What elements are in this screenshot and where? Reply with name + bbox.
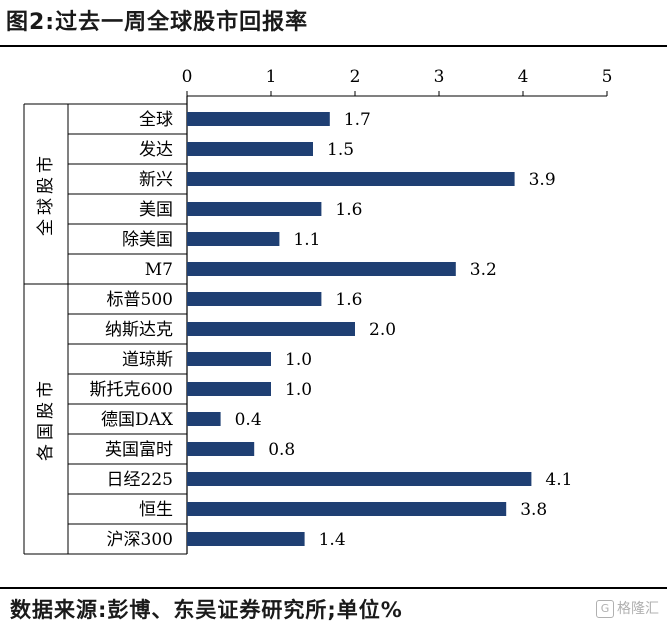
value-label: 0.4 xyxy=(235,410,262,430)
category-label: 日经225 xyxy=(107,470,173,490)
bar xyxy=(187,502,507,516)
category-label: 纳斯达克 xyxy=(105,320,173,340)
value-label: 1.7 xyxy=(344,110,371,130)
value-label: 3.2 xyxy=(470,260,497,280)
category-label: 标普500 xyxy=(107,290,173,310)
bottom-rule xyxy=(0,587,667,589)
x-tick-label: 5 xyxy=(602,67,613,87)
category-label: 新兴 xyxy=(139,170,173,190)
group-label: 各国股市 xyxy=(36,377,56,461)
category-label: 斯托克600 xyxy=(90,380,173,400)
category-label: 除美国 xyxy=(122,230,173,250)
bar xyxy=(187,322,355,336)
category-label: 沪深300 xyxy=(107,530,173,550)
x-tick-label: 0 xyxy=(182,67,193,87)
x-tick-label: 1 xyxy=(266,67,277,87)
watermark: G 格隆汇 xyxy=(596,598,659,618)
bar xyxy=(187,412,221,426)
value-label: 1.6 xyxy=(335,200,362,220)
category-label: 英国富时 xyxy=(105,440,173,460)
bar xyxy=(187,472,532,486)
value-label: 3.9 xyxy=(529,170,556,190)
value-label: 1.5 xyxy=(327,140,354,160)
bar xyxy=(187,202,322,216)
bar xyxy=(187,352,271,366)
top-rule xyxy=(0,45,667,47)
x-tick-label: 3 xyxy=(434,67,445,87)
category-label: 全球 xyxy=(139,110,173,130)
bar xyxy=(187,532,305,546)
group-label: 全球股市 xyxy=(36,152,56,236)
watermark-logo-icon: G xyxy=(596,600,614,618)
category-label: 美国 xyxy=(139,200,173,220)
value-label: 2.0 xyxy=(369,320,396,340)
bar-chart: 0 1 2 3 4 5 全球 1.7 发达 1.5 新兴 3.9 美国 1.6 除美国 1.1 M7 3.2 全球股… xyxy=(23,67,613,555)
watermark-text: 格隆汇 xyxy=(617,601,659,617)
x-tick-label: 2 xyxy=(350,67,361,87)
value-label: 1.0 xyxy=(285,380,312,400)
value-label: 1.0 xyxy=(285,350,312,370)
value-label: 1.1 xyxy=(293,230,320,250)
value-label: 4.1 xyxy=(545,470,572,490)
category-label: M7 xyxy=(145,260,173,280)
bar xyxy=(187,232,280,246)
x-tick-label: 4 xyxy=(518,67,529,87)
value-label: 1.6 xyxy=(335,290,362,310)
bar xyxy=(187,172,515,186)
bar xyxy=(187,292,322,306)
value-label: 3.8 xyxy=(520,500,547,520)
source-note: 数据来源:彭博、东吴证券研究所;单位% xyxy=(10,598,403,622)
category-label: 发达 xyxy=(139,140,173,160)
category-label: 德国DAX xyxy=(101,410,174,430)
value-label: 1.4 xyxy=(319,530,346,550)
bar xyxy=(187,142,313,156)
bar xyxy=(187,382,271,396)
category-label: 恒生 xyxy=(139,500,173,520)
category-label: 道琼斯 xyxy=(122,350,173,370)
bar xyxy=(187,112,330,126)
bar xyxy=(187,442,255,456)
value-label: 0.8 xyxy=(268,440,295,460)
bar xyxy=(187,262,456,276)
figure-title: 图2:过去一周全球股市回报率 xyxy=(6,10,309,35)
